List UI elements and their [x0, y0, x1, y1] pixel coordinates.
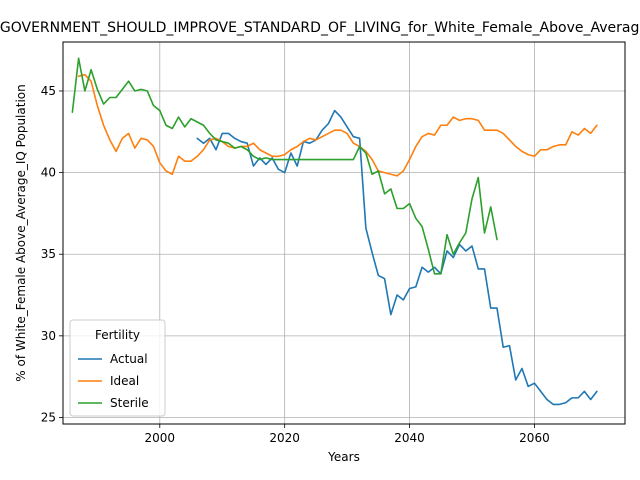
legend-label-actual: Actual [110, 352, 148, 366]
y-tick-label: 25 [41, 410, 56, 424]
y-axis: 25 30 35 40 45 [41, 84, 63, 424]
x-tick-label: 2040 [394, 431, 425, 445]
series-line-actual [196, 109, 598, 406]
y-tick-label: 30 [41, 329, 56, 343]
y-tick-label: 45 [41, 84, 56, 98]
y-tick-label: 40 [41, 166, 56, 180]
x-tick-label: 2020 [269, 431, 300, 445]
x-axis-label: Years [327, 450, 360, 464]
chart-title: GOVERNMENT_SHOULD_IMPROVE_STANDARD_OF_LI… [0, 20, 640, 36]
legend: Fertility Actual Ideal Sterile [69, 319, 166, 417]
legend-label-sterile: Sterile [110, 396, 149, 410]
y-axis-label: % of White_Female Above_Average_IQ Popul… [14, 84, 28, 381]
axes-frame [62, 41, 626, 425]
y-tick-label: 35 [41, 247, 56, 261]
legend-title: Fertility [95, 328, 140, 342]
x-axis: 2000 2020 2040 2060 [145, 424, 550, 445]
plot-area [71, 57, 598, 406]
x-tick-label: 2000 [145, 431, 176, 445]
series-line-ideal [77, 73, 598, 177]
legend-label-ideal: Ideal [110, 374, 139, 388]
x-tick-label: 2060 [519, 431, 550, 445]
legend-box [69, 319, 166, 417]
series-line-sterile [71, 57, 498, 275]
